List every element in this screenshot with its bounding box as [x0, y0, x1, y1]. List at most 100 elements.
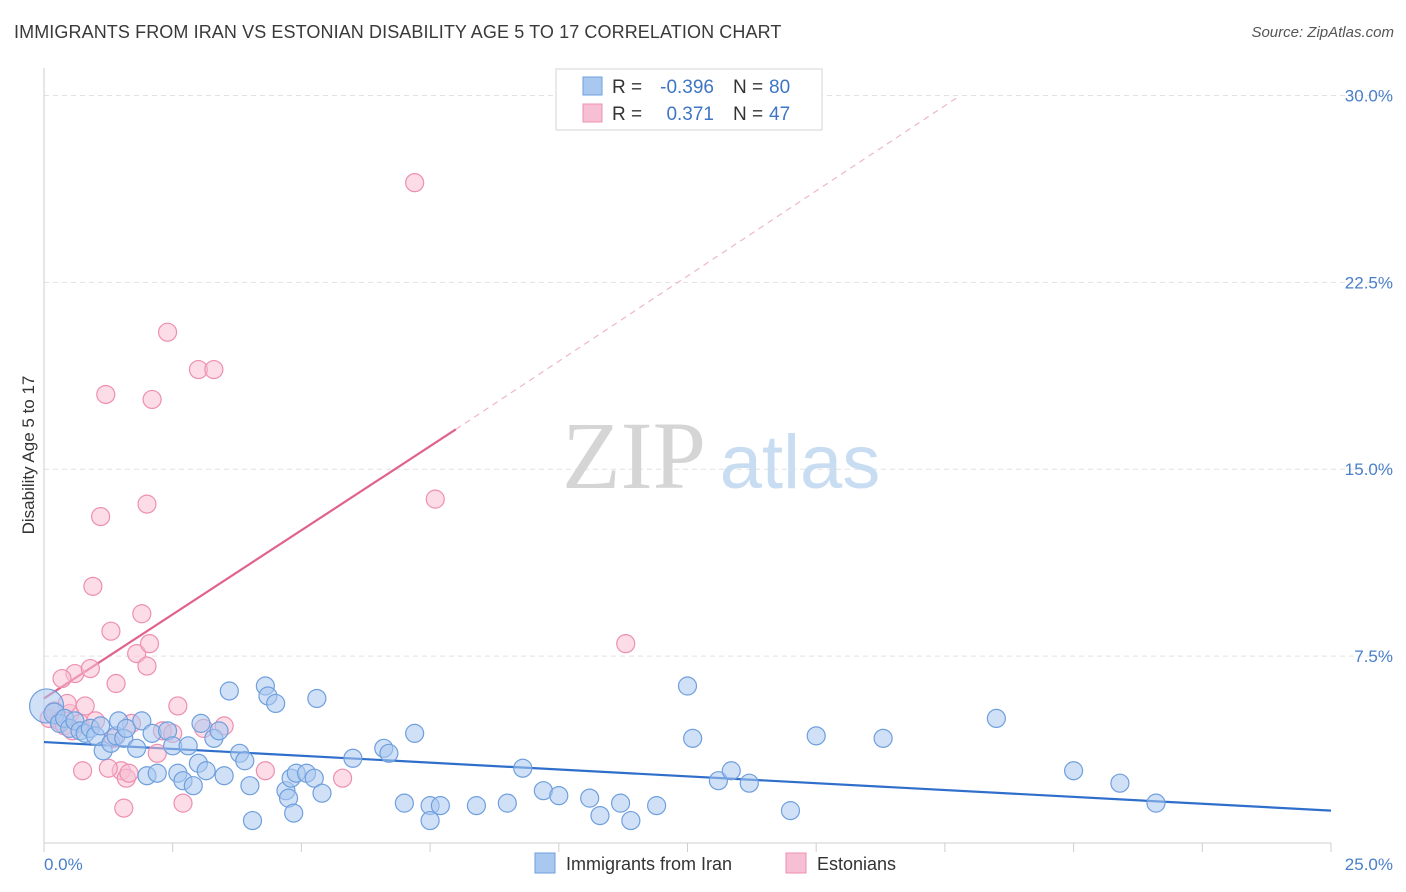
series-legend-swatch-iran	[534, 852, 556, 874]
y-tick-label-1: 15.0%	[1345, 460, 1393, 479]
iran-point-55	[405, 723, 425, 743]
iran-point-54	[394, 793, 414, 813]
iran-point-53	[379, 743, 399, 763]
estonian-point-24	[139, 634, 160, 654]
watermark: ZIP atlas	[562, 402, 880, 509]
y-tick-labels: 7.5% 15.0% 22.5% 30.0%	[1345, 86, 1393, 666]
legend-r-label-1: R =	[612, 77, 642, 98]
estonian-point-31	[173, 793, 193, 813]
iran-point-41	[266, 693, 286, 714]
estonian-point-28	[157, 322, 178, 342]
iran-point-36	[235, 751, 255, 771]
estonian-point-15	[106, 673, 126, 694]
legend-r-value-2: 0.371	[666, 104, 714, 125]
iran-point-10	[91, 716, 111, 736]
estonian-point-22	[137, 656, 157, 676]
estonian-point-40	[616, 634, 636, 654]
estonian-point-36	[255, 761, 275, 781]
estonian-point-13	[96, 384, 116, 405]
source-credit: Source: ZipAtlas.com	[1251, 24, 1394, 41]
iran-point-58	[430, 796, 450, 816]
trend-line-estonians-extension	[455, 94, 961, 430]
estonian-point-20	[127, 644, 147, 664]
trend-line-estonians	[43, 428, 457, 700]
iran-point-37	[240, 776, 260, 796]
iran-point-74	[780, 801, 801, 821]
x-tick-labels: 0.0% 25.0%	[44, 855, 1393, 874]
legend-n-label-1: N =	[733, 77, 763, 98]
iran-point-67	[621, 810, 641, 831]
estonian-point-10	[83, 576, 103, 596]
y-axis-label: Disability Age 5 to 17	[19, 376, 38, 535]
estonian-point-9	[80, 658, 100, 679]
iran-point-79	[1110, 773, 1130, 793]
iran-point-61	[513, 758, 533, 778]
iran-point-51	[343, 748, 363, 768]
data-points	[28, 173, 1166, 831]
stats-legend: R = -0.396 N = 80 R = 0.371 N = 47	[555, 68, 823, 131]
iran-point-72	[721, 761, 741, 781]
iran-point-27	[183, 776, 203, 796]
x-tick-label-0: 0.0%	[44, 855, 83, 874]
iran-point-65	[590, 805, 610, 826]
iran-point-16	[116, 718, 136, 738]
iran-point-63	[549, 786, 569, 806]
y-tick-label-2: 22.5%	[1345, 273, 1393, 292]
iran-point-77	[986, 708, 1006, 729]
estonian-point-37	[332, 768, 353, 788]
x-tick-label-1: 25.0%	[1345, 855, 1393, 874]
trend-lines	[43, 94, 1332, 812]
iran-point-18	[132, 711, 152, 731]
estonian-point-14	[101, 621, 121, 641]
estonian-point-38	[405, 173, 425, 193]
iran-point-80	[1146, 793, 1166, 813]
iran-point-76	[873, 728, 893, 748]
iran-point-60	[497, 793, 517, 813]
legend-n-value-1: 80	[769, 77, 790, 98]
estonian-point-34	[204, 359, 224, 380]
series-legend-label-iran: Immigrants from Iran	[566, 854, 732, 874]
legend-n-label-2: N =	[733, 104, 763, 125]
legend-r-label-2: R =	[612, 104, 642, 125]
legend-r-value-1: -0.396	[660, 77, 714, 98]
iran-point-78	[1063, 761, 1084, 781]
estonian-point-44	[119, 763, 139, 783]
iran-point-68	[647, 796, 667, 816]
iran-point-59	[466, 796, 487, 816]
iran-point-30	[196, 761, 216, 781]
iran-point-32	[209, 721, 229, 741]
legend-swatch-pink	[582, 103, 603, 123]
iran-point-66	[610, 793, 631, 813]
iran-point-29	[191, 713, 211, 733]
estonian-point-21	[132, 604, 152, 624]
estonian-point-26	[147, 743, 167, 763]
iran-point-71	[708, 771, 728, 791]
chart-title: IMMIGRANTS FROM IRAN VS ESTONIAN DISABIL…	[14, 22, 782, 42]
estonian-point-39	[425, 489, 445, 509]
iran-point-48	[304, 768, 324, 788]
estonian-point-17	[114, 798, 134, 818]
iran-point-50	[312, 783, 332, 803]
iran-point-57	[420, 810, 440, 831]
iran-point-38	[242, 810, 263, 831]
estonian-point-12	[91, 506, 111, 527]
iran-point-17	[127, 738, 147, 758]
estonian-point-45	[52, 668, 72, 689]
y-tick-label-0: 7.5%	[1354, 647, 1393, 666]
estonian-point-42	[73, 761, 93, 781]
iran-point-21	[147, 763, 167, 783]
iran-point-45	[284, 803, 304, 823]
iran-point-73	[739, 773, 759, 793]
watermark-zip: ZIP	[562, 402, 706, 509]
series-legend-label-estonians: Estonians	[817, 854, 896, 874]
iran-point-49	[307, 688, 327, 709]
grid-lines	[44, 94, 1392, 657]
y-tick-label-3: 30.0%	[1345, 86, 1393, 105]
iran-point-70	[683, 728, 703, 748]
series-legend-swatch-estonians	[785, 852, 807, 874]
iran-point-34	[219, 681, 239, 701]
iran-point-64	[580, 788, 600, 808]
trend-line-iran	[43, 740, 1332, 812]
estonian-point-43	[98, 758, 118, 778]
